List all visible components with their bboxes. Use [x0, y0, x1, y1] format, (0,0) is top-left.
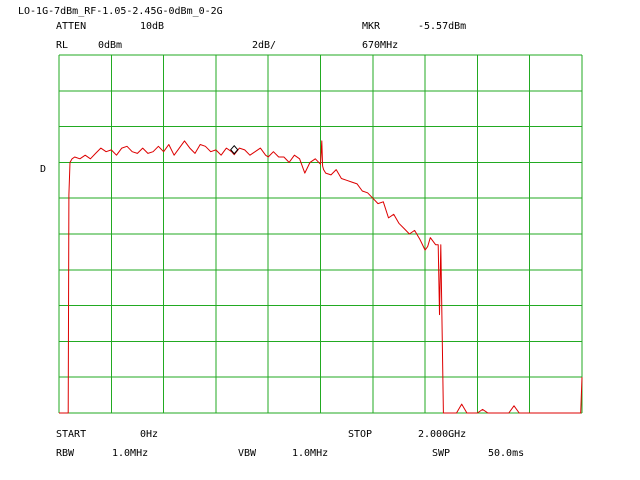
ref-level-value: 0dBm [98, 40, 123, 51]
ref-level-label: RL [56, 40, 69, 51]
marker-amplitude: -5.57dBm [418, 21, 467, 32]
grid [58, 54, 583, 414]
vbw-label: VBW [238, 448, 257, 459]
marker-diamond [230, 144, 239, 155]
start-frequency: 0Hz [140, 429, 159, 440]
trace-layer [59, 140, 583, 414]
trace-title: LO-1G-7dBm_RF-1.05-2.45G-0dBm_0-2G [18, 6, 223, 17]
atten-value: 10dB [140, 21, 165, 32]
stop-frequency: 2.000GHz [418, 429, 467, 440]
stop-label: STOP [348, 429, 373, 440]
vbw-value: 1.0MHz [292, 448, 329, 459]
marker-layer [230, 144, 239, 155]
scale-per-div: 2dB/ [252, 40, 277, 51]
atten-label: ATTEN [56, 21, 87, 32]
rbw-label: RBW [56, 448, 75, 459]
sweep-time: 50.0ms [488, 448, 525, 459]
start-label: START [56, 429, 87, 440]
display-line-marker: D [40, 164, 47, 175]
marker-frequency: 670MHz [362, 40, 399, 51]
rbw-value: 1.0MHz [112, 448, 149, 459]
sweep-label: SWP [432, 448, 451, 459]
spectrum-trace [59, 140, 583, 414]
marker-label: MKR [362, 21, 381, 32]
